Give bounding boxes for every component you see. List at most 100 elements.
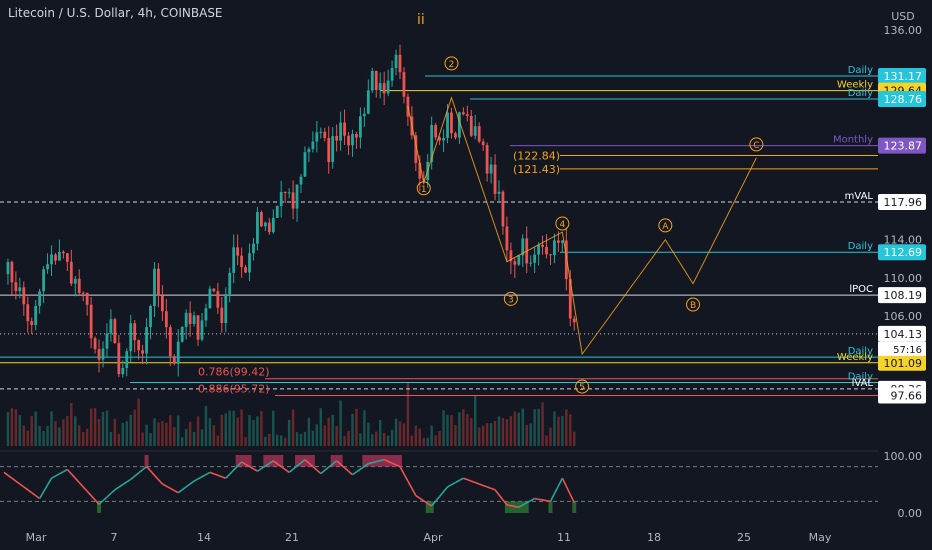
wave-label: 3 bbox=[508, 295, 514, 305]
volume-bar bbox=[188, 421, 192, 446]
overbought-zone bbox=[299, 455, 303, 467]
oscillator-segment bbox=[332, 460, 338, 465]
oscillator-segment bbox=[23, 486, 29, 491]
candle-body bbox=[168, 327, 172, 357]
volume-bar bbox=[30, 416, 33, 446]
price-tag-text: 128.76 bbox=[884, 93, 923, 106]
candle-body bbox=[38, 291, 42, 306]
oscillator-pane bbox=[0, 450, 878, 513]
candle-body bbox=[355, 133, 358, 138]
volume-bar bbox=[497, 416, 501, 446]
oscillator-segment bbox=[391, 462, 397, 466]
oscillator-segment bbox=[455, 479, 460, 484]
volume-bar bbox=[390, 429, 394, 446]
candle-body bbox=[537, 244, 540, 255]
candle-body bbox=[497, 191, 501, 194]
candle-body bbox=[351, 133, 354, 146]
wave-label-ii: ii bbox=[417, 12, 425, 28]
oscillator-segment bbox=[288, 468, 294, 474]
price-tag-text: 101.09 bbox=[884, 357, 923, 370]
volume-bar bbox=[236, 417, 239, 446]
oscillator-segment bbox=[296, 462, 302, 467]
volume-bar bbox=[489, 423, 493, 446]
oscillator-segment bbox=[221, 475, 227, 479]
volume-bar bbox=[379, 419, 382, 446]
price-tag bbox=[878, 91, 926, 108]
wave-label: 2 bbox=[449, 60, 455, 70]
candle-body bbox=[176, 341, 180, 364]
volume-bar bbox=[537, 408, 540, 446]
oscillator-segment bbox=[427, 502, 433, 507]
candle-body bbox=[6, 261, 10, 275]
candle-body bbox=[430, 125, 434, 162]
volume-bar bbox=[268, 433, 271, 446]
candle-body bbox=[458, 112, 461, 138]
volume-bar bbox=[493, 420, 497, 446]
oscillator-segment bbox=[55, 473, 60, 477]
oscillator-segment bbox=[272, 460, 278, 465]
volume-bar bbox=[569, 414, 572, 446]
oscillator-segment bbox=[3, 471, 9, 476]
volume-bar bbox=[121, 423, 124, 446]
oscillator-segment bbox=[308, 462, 314, 468]
volume-bar bbox=[153, 418, 156, 446]
volume-bar bbox=[224, 413, 227, 446]
volume-bar bbox=[70, 402, 73, 446]
candle-body bbox=[279, 191, 283, 207]
volume-bar bbox=[22, 425, 25, 446]
oscillator-segment bbox=[145, 466, 152, 472]
oscillator-segment bbox=[514, 505, 519, 508]
volume-bar bbox=[256, 416, 259, 446]
x-tick-label: Apr bbox=[423, 531, 443, 544]
oscillator-segment bbox=[205, 471, 211, 476]
candle-body bbox=[481, 141, 485, 146]
volume-bar bbox=[454, 424, 457, 446]
candle-body bbox=[164, 311, 168, 328]
volume-bar bbox=[66, 415, 69, 446]
candle-body bbox=[568, 279, 572, 319]
oscillator-segment bbox=[542, 499, 547, 502]
volume-bar bbox=[264, 436, 267, 446]
candle-body bbox=[362, 113, 366, 117]
price-tag bbox=[878, 193, 926, 210]
candle-body bbox=[473, 126, 477, 136]
candle-body bbox=[454, 133, 457, 138]
fib-price-label: (121.43) bbox=[513, 163, 560, 176]
candle-body bbox=[493, 164, 497, 194]
candle-body bbox=[10, 261, 14, 283]
oversold-zone bbox=[548, 501, 553, 513]
oscillator-segment bbox=[185, 483, 191, 488]
candle-body bbox=[121, 367, 125, 375]
candle-body bbox=[153, 268, 156, 307]
volume-bar bbox=[561, 415, 564, 446]
fib-price-label: (122.84) bbox=[513, 149, 560, 162]
oscillator-segment bbox=[522, 502, 528, 506]
volume-bar bbox=[248, 415, 251, 446]
oscillator-segment bbox=[415, 494, 421, 499]
volume-bar bbox=[478, 427, 481, 446]
oscillator-segment bbox=[451, 481, 456, 486]
oscillator-segment bbox=[256, 467, 262, 472]
oscillator-segment bbox=[90, 495, 96, 501]
price-tag-text: 104.13 bbox=[884, 328, 923, 341]
volume-bar bbox=[446, 414, 449, 446]
oscillator-segment bbox=[181, 486, 187, 491]
volume-bar bbox=[82, 432, 85, 446]
volume-bar bbox=[196, 416, 200, 446]
candle-body bbox=[204, 308, 208, 321]
oscillator-segment bbox=[463, 477, 468, 481]
volume-bar bbox=[74, 416, 77, 446]
oscillator-segment bbox=[459, 477, 464, 482]
oscillator-segment bbox=[15, 480, 21, 485]
overbought-zone bbox=[243, 455, 248, 467]
oscillator-segment bbox=[498, 494, 504, 501]
candle-body bbox=[438, 137, 441, 141]
oscillator-segment bbox=[304, 459, 310, 464]
oscillator-segment bbox=[130, 475, 136, 480]
oscillator-segment bbox=[546, 499, 551, 503]
time-axis: Mar 7 14 21 Apr 11 18 25 May bbox=[0, 522, 932, 550]
y-tick-label: 110.00 bbox=[884, 272, 923, 285]
volume-bar bbox=[280, 435, 283, 446]
volume-bar bbox=[157, 422, 160, 446]
